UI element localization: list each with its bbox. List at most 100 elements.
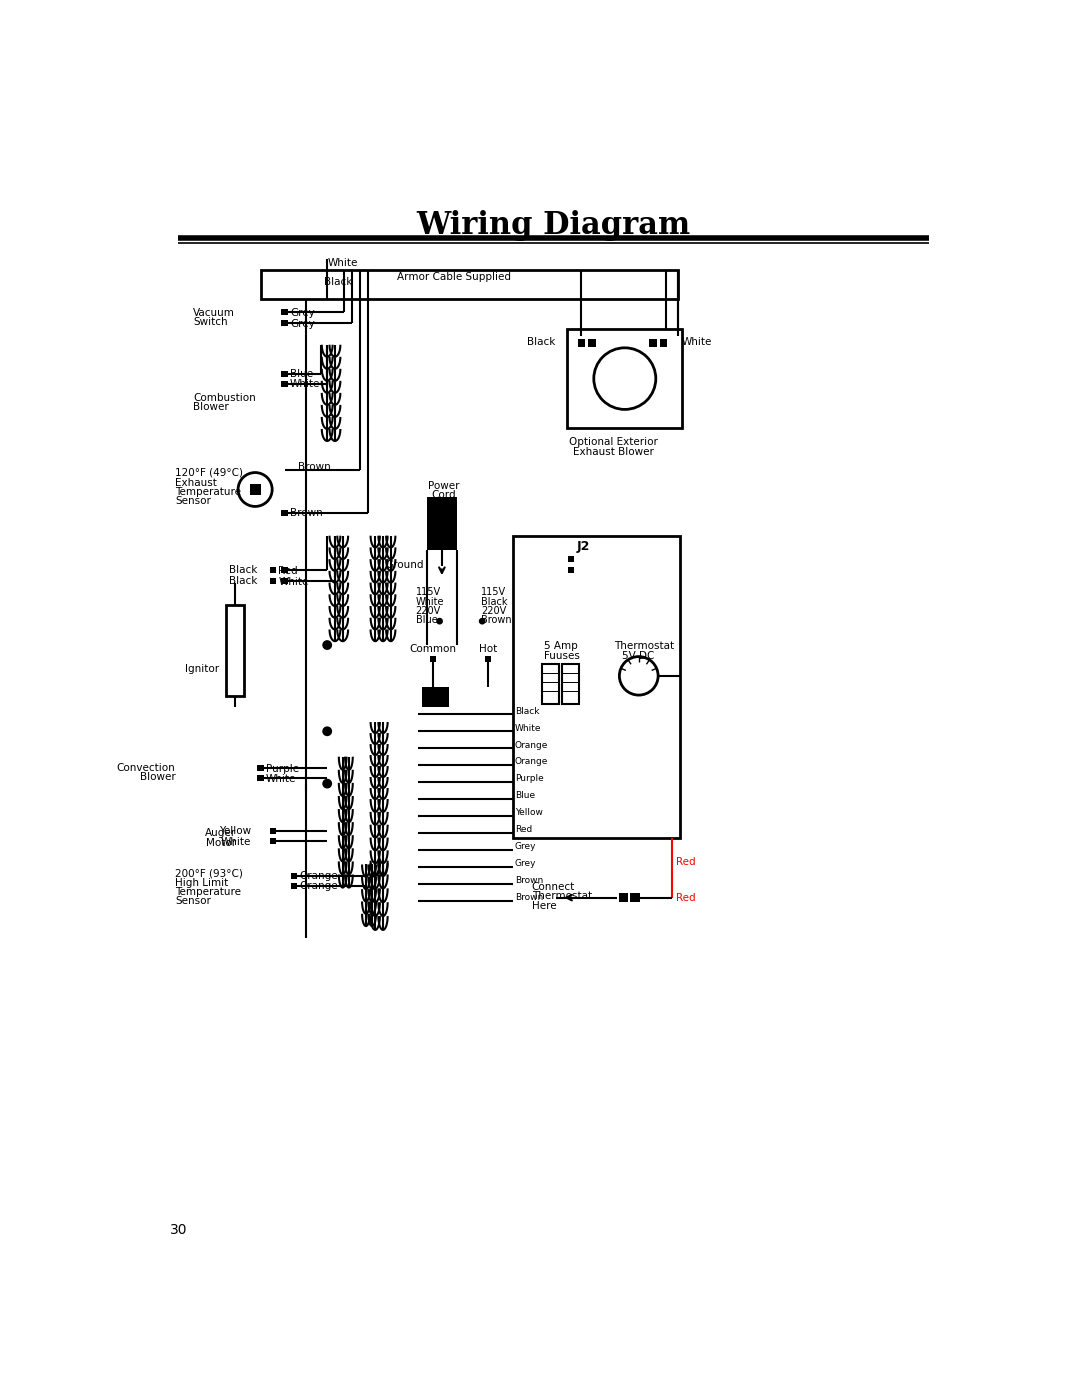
Text: 115V: 115V (416, 587, 441, 598)
Bar (257, 766, 264, 771)
Text: White: White (515, 724, 541, 732)
Text: Red: Red (279, 566, 298, 576)
Text: Orange: Orange (299, 880, 338, 891)
Text: Blower: Blower (193, 402, 229, 412)
Text: Blue: Blue (416, 615, 437, 624)
Bar (422, 687, 449, 707)
Text: Connect: Connect (531, 882, 575, 893)
Text: Yellow: Yellow (219, 826, 252, 835)
Text: White: White (327, 258, 357, 268)
Circle shape (323, 641, 332, 648)
Bar (270, 828, 276, 834)
Text: Grey: Grey (515, 859, 537, 868)
Text: Brown: Brown (515, 893, 543, 902)
Text: Temperature: Temperature (175, 887, 241, 897)
Bar (282, 320, 287, 327)
Bar (513, 535, 679, 838)
Text: Brown: Brown (515, 876, 543, 886)
Text: Black: Black (229, 564, 257, 576)
Text: Optional Exterior: Optional Exterior (569, 437, 658, 447)
Text: Hot: Hot (478, 644, 497, 654)
Circle shape (437, 619, 442, 623)
Bar (542, 665, 559, 704)
Bar (282, 578, 287, 584)
Text: Orange: Orange (515, 740, 549, 750)
Text: White: White (221, 837, 252, 847)
Text: Black: Black (482, 597, 508, 606)
Text: Sensor: Sensor (175, 895, 212, 907)
Text: Blue: Blue (515, 791, 535, 800)
Bar (660, 339, 667, 346)
Text: 5V DC: 5V DC (622, 651, 654, 661)
Text: Orange: Orange (299, 870, 338, 880)
Text: Wiring Diagram: Wiring Diagram (417, 210, 690, 240)
Bar (257, 775, 264, 781)
Bar (589, 339, 596, 346)
Bar (619, 893, 627, 902)
Text: Motor: Motor (205, 838, 235, 848)
Text: Exhaust: Exhaust (175, 478, 217, 488)
Text: Orange: Orange (515, 757, 549, 767)
Bar (282, 510, 287, 515)
Text: Red: Red (515, 826, 532, 834)
Bar (270, 567, 276, 573)
Text: Thermostat: Thermostat (613, 641, 674, 651)
Bar (261, 270, 677, 299)
Text: High Limit: High Limit (175, 877, 229, 887)
Text: 115V: 115V (482, 587, 507, 598)
Bar (282, 309, 287, 316)
Text: Common: Common (410, 644, 457, 654)
Text: Vacuum: Vacuum (193, 307, 235, 317)
Text: Black: Black (515, 707, 539, 715)
Text: Brown: Brown (482, 615, 512, 624)
Bar (270, 838, 276, 844)
Circle shape (323, 728, 332, 735)
Text: Exhaust Blower: Exhaust Blower (572, 447, 653, 457)
Bar (568, 556, 575, 562)
Text: 220V: 220V (482, 606, 507, 616)
Bar (485, 655, 490, 662)
Text: Purple: Purple (266, 764, 299, 774)
Text: Blue: Blue (291, 369, 313, 380)
Text: 200°F (93°C): 200°F (93°C) (175, 869, 243, 879)
Bar (568, 567, 575, 573)
Text: White: White (291, 380, 321, 390)
Text: 5 Amp: 5 Amp (544, 641, 578, 651)
Text: Switch: Switch (193, 317, 228, 327)
Bar (227, 605, 243, 696)
Bar (428, 497, 457, 549)
Text: Armor Cable Supplied: Armor Cable Supplied (397, 272, 511, 282)
Text: Brown: Brown (298, 462, 330, 472)
Text: Convection: Convection (117, 763, 175, 773)
Text: Grey: Grey (291, 319, 314, 328)
Bar (562, 665, 579, 704)
Text: Here: Here (531, 901, 556, 911)
Text: 120°F (49°C): 120°F (49°C) (175, 468, 243, 478)
Text: Ground: Ground (386, 560, 424, 570)
Bar (567, 330, 683, 427)
Bar (649, 339, 657, 346)
Text: Red: Red (676, 893, 696, 902)
Bar (282, 372, 287, 377)
Text: Black: Black (229, 576, 257, 585)
Text: Grey: Grey (291, 307, 314, 317)
Bar (291, 873, 297, 879)
Bar (631, 893, 639, 902)
Bar (291, 883, 297, 888)
Circle shape (323, 780, 332, 788)
Bar (430, 655, 436, 662)
Text: White: White (416, 597, 444, 606)
Bar (270, 578, 276, 584)
Text: Combustion: Combustion (193, 393, 256, 404)
Text: White: White (681, 337, 712, 346)
Text: Fuuses: Fuuses (544, 651, 580, 661)
Text: Thermostat: Thermostat (531, 891, 592, 901)
Text: Grey: Grey (515, 842, 537, 851)
Text: Cord: Cord (431, 490, 456, 500)
Text: Power: Power (428, 481, 459, 490)
Text: 30: 30 (170, 1222, 187, 1236)
Text: Yellow: Yellow (515, 809, 542, 817)
Bar (249, 485, 260, 495)
Text: White: White (266, 774, 296, 784)
Text: Red: Red (676, 856, 696, 866)
